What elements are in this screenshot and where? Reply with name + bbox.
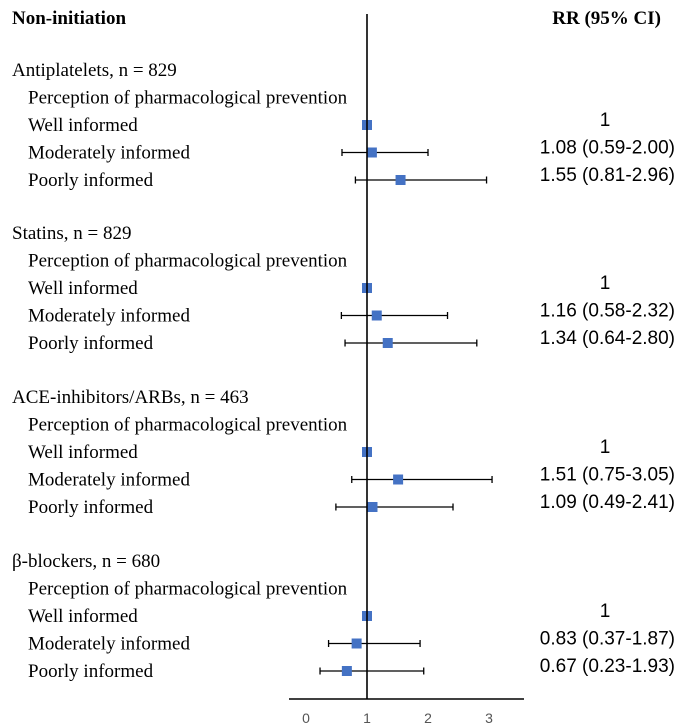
rr-marker xyxy=(371,310,382,321)
rr-column-header: RR (95% CI) xyxy=(552,8,661,29)
row-label: Well informed xyxy=(28,278,138,299)
row-label: Well informed xyxy=(28,115,138,136)
row-label: Poorly informed xyxy=(28,661,154,682)
group-1: Statins, n = 829 Perception of pharmacolo… xyxy=(12,223,675,354)
group-label: Statins, n = 829 xyxy=(12,223,131,244)
x-tick-label: 0 xyxy=(302,710,310,726)
row-label: Poorly informed xyxy=(28,333,154,354)
x-axis: 0 1 2 3 xyxy=(289,14,524,726)
rr-value: 1 xyxy=(600,437,611,458)
group-3: β-blockers, n = 680 Perception of pharmac… xyxy=(12,551,675,682)
group-label: β-blockers, n = 680 xyxy=(12,551,160,572)
row-label: Poorly informed xyxy=(28,170,154,191)
rr-value: 1.09 (0.49-2.41) xyxy=(540,492,675,513)
rr-value: 1.55 (0.81-2.96) xyxy=(540,165,675,186)
rows-layer: Antiplatelets, n = 829 Perception of phar… xyxy=(12,60,675,682)
rr-marker xyxy=(351,638,362,649)
rr-marker xyxy=(367,502,378,512)
subheader-label: Perception of pharmacological prevention xyxy=(28,415,348,436)
rr-value: 1 xyxy=(600,110,611,131)
row-label: Poorly informed xyxy=(28,497,154,518)
rr-marker xyxy=(395,175,406,185)
row-label: Moderately informed xyxy=(28,470,190,491)
x-tick-label: 2 xyxy=(424,710,432,726)
rr-marker xyxy=(341,666,352,676)
row-label: Well informed xyxy=(28,442,138,463)
x-tick-label: 1 xyxy=(363,710,371,726)
group-label: ACE-inhibitors/ARBs, n = 463 xyxy=(12,387,249,408)
rr-value: 1 xyxy=(600,601,611,622)
rr-value: 1.34 (0.64-2.80) xyxy=(540,328,675,349)
rr-marker xyxy=(366,147,377,158)
rr-value: 1.51 (0.75-3.05) xyxy=(540,465,675,486)
subheader-label: Perception of pharmacological prevention xyxy=(28,88,348,109)
group-0: Antiplatelets, n = 829 Perception of phar… xyxy=(12,60,675,191)
rr-value: 1.16 (0.58-2.32) xyxy=(540,301,675,322)
rr-marker xyxy=(382,338,393,348)
row-label: Moderately informed xyxy=(28,143,190,164)
subheader-label: Perception of pharmacological prevention xyxy=(28,251,348,272)
subheader-label: Perception of pharmacological prevention xyxy=(28,579,348,600)
rr-value: 1 xyxy=(600,273,611,294)
row-label: Moderately informed xyxy=(28,306,190,327)
rr-value: 0.67 (0.23-1.93) xyxy=(540,656,675,677)
row-label: Moderately informed xyxy=(28,634,190,655)
group-2: ACE-inhibitors/ARBs, n = 463 Perception o… xyxy=(12,387,675,518)
row-label: Well informed xyxy=(28,606,138,627)
x-tick-label: 3 xyxy=(485,710,493,726)
rr-value: 1.08 (0.59-2.00) xyxy=(540,138,675,159)
chart-title: Non-initiation xyxy=(12,8,126,29)
group-label: Antiplatelets, n = 829 xyxy=(12,60,177,81)
rr-marker xyxy=(393,474,404,485)
rr-value: 0.83 (0.37-1.87) xyxy=(540,629,675,650)
